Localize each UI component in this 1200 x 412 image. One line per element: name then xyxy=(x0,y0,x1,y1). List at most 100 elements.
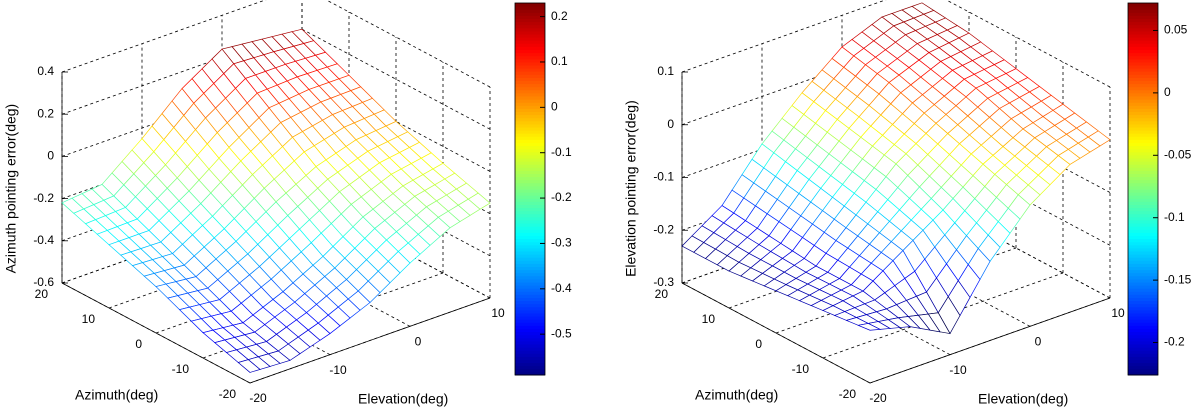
colorbar-band xyxy=(1128,80,1158,85)
colorbar-band xyxy=(1128,96,1158,100)
z-tick-label: -0.2 xyxy=(653,222,674,236)
colorbar-tick-label: 0.1 xyxy=(551,54,568,68)
colorbar-band xyxy=(515,21,545,26)
colorbar-band xyxy=(515,350,545,354)
colorbar-band xyxy=(1128,185,1158,190)
colorbar-band xyxy=(515,83,545,88)
colorbar-band xyxy=(1128,27,1158,32)
colorbar-band xyxy=(515,105,545,109)
colorbar-band xyxy=(515,201,545,205)
colorbar-band xyxy=(515,331,545,336)
x-axis-label: Elevation(deg) xyxy=(358,391,448,407)
colorbar-band xyxy=(515,77,545,81)
colorbar-band xyxy=(515,52,545,57)
colorbar-band xyxy=(1128,328,1158,333)
colorbar-band xyxy=(515,306,545,311)
colorbar-band xyxy=(515,303,545,308)
colorbar-band xyxy=(515,365,545,370)
y-tick-label: -20 xyxy=(839,387,857,401)
colorbar-tick-label: -0.2 xyxy=(1164,335,1185,349)
colorbar-band xyxy=(515,68,545,72)
colorbar-band xyxy=(515,65,545,69)
colorbar-tick-label: 0.2 xyxy=(551,9,568,23)
colorbar-band xyxy=(1128,340,1158,345)
colorbar-band xyxy=(515,176,545,181)
x-tick-label: 0 xyxy=(1035,335,1042,349)
colorbar-band xyxy=(515,229,545,233)
colorbar-tick-label: -0.2 xyxy=(551,190,572,204)
colorbar-band xyxy=(1128,24,1158,29)
colorbar-band xyxy=(515,334,545,339)
colorbar xyxy=(1127,2,1159,376)
colorbar-band xyxy=(515,158,545,162)
colorbar-band xyxy=(1128,319,1158,323)
colorbar-band xyxy=(1128,198,1158,202)
colorbar-band xyxy=(1128,40,1158,44)
y-axis-label: Azimuth(deg) xyxy=(695,387,778,403)
colorbar-band xyxy=(1128,74,1158,78)
colorbar-band xyxy=(1128,266,1158,271)
z-tick-label: 0.1 xyxy=(657,64,674,78)
colorbar-band xyxy=(1128,322,1158,326)
colorbar xyxy=(514,2,546,376)
colorbar-band xyxy=(1128,21,1158,26)
z-tick-label: -0.1 xyxy=(653,170,674,184)
colorbar-band xyxy=(1128,337,1158,342)
colorbar-band xyxy=(515,269,545,274)
colorbar-band xyxy=(515,61,545,66)
colorbar-band xyxy=(515,49,545,54)
colorbar-band xyxy=(515,195,545,199)
y-tick-label: 0 xyxy=(135,337,142,351)
colorbar-band xyxy=(1128,111,1158,116)
y-tick-label: 0 xyxy=(755,337,762,351)
colorbar-band xyxy=(515,282,545,286)
colorbar-band xyxy=(515,43,545,47)
colorbar-band xyxy=(1128,238,1158,243)
colorbar-band xyxy=(1128,223,1158,227)
colorbar-band xyxy=(1128,102,1158,106)
colorbar-band xyxy=(1128,220,1158,224)
y-axis xyxy=(681,282,871,384)
colorbar-band xyxy=(515,18,545,23)
surface-panel: -0.6 -0.4 -0.2 0 0.2 0.4 -20 -10 0 10 -20 -10 0 10 20 -… xyxy=(3,0,572,407)
colorbar-band xyxy=(1128,213,1158,218)
colorbar-band xyxy=(515,216,545,221)
colorbar-band xyxy=(1128,210,1158,215)
y-axis-label: Azimuth(deg) xyxy=(75,387,158,403)
x-tick-label: -20 xyxy=(249,391,267,405)
colorbar-band xyxy=(1128,71,1158,75)
colorbar-band xyxy=(515,198,545,202)
colorbar-band xyxy=(1128,164,1158,168)
colorbar-band xyxy=(515,71,545,75)
y-tick-label: 10 xyxy=(82,312,96,326)
colorbar-band xyxy=(515,173,545,178)
colorbar-tick-label: -0.1 xyxy=(1164,210,1185,224)
colorbar-band xyxy=(515,145,545,150)
colorbar-band xyxy=(1128,309,1158,314)
colorbar-band xyxy=(1128,288,1158,292)
colorbar-band xyxy=(515,154,545,159)
colorbar-band xyxy=(1128,52,1158,57)
colorbar-band xyxy=(515,247,545,252)
colorbar-band xyxy=(1128,344,1158,348)
colorbar-band xyxy=(1128,161,1158,165)
colorbar-band xyxy=(515,275,545,280)
colorbar-band xyxy=(1128,260,1158,264)
colorbar-band xyxy=(515,313,545,317)
colorbar-band xyxy=(1128,232,1158,236)
colorbar-band xyxy=(1128,247,1158,252)
colorbar-band xyxy=(515,6,545,10)
colorbar-band xyxy=(1128,285,1158,289)
colorbar-band xyxy=(515,167,545,171)
y-axis xyxy=(61,282,251,384)
colorbar-band xyxy=(1128,297,1158,302)
colorbar-band xyxy=(1128,127,1158,131)
colorbar-band xyxy=(515,241,545,246)
z-tick-label: -0.4 xyxy=(33,233,54,247)
colorbar-band xyxy=(1128,108,1158,112)
colorbar-band xyxy=(515,120,545,125)
colorbar-band xyxy=(1128,83,1158,88)
colorbar-band xyxy=(1128,68,1158,72)
colorbar-band xyxy=(515,27,545,32)
colorbar-band xyxy=(1128,226,1158,230)
